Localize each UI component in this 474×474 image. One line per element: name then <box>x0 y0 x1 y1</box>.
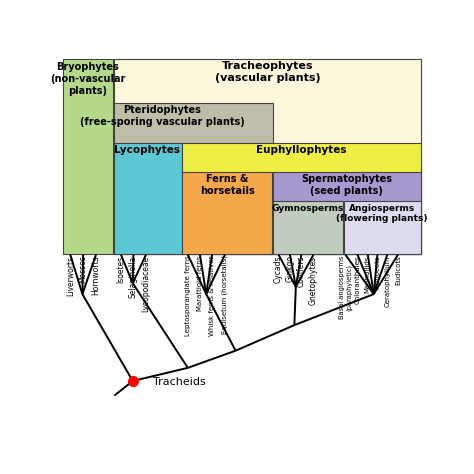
Text: Lycophytes: Lycophytes <box>114 145 181 155</box>
Text: Conifers: Conifers <box>297 255 306 287</box>
Text: Gymnosperms: Gymnosperms <box>272 204 344 213</box>
Text: Selaginella: Selaginella <box>129 255 138 298</box>
Text: Tracheids: Tracheids <box>153 377 206 387</box>
Text: Bryophytes
(non-vascular
plants): Bryophytes (non-vascular plants) <box>50 63 126 96</box>
Text: Ferns &
horsetails: Ferns & horsetails <box>200 174 255 196</box>
Text: Mosses: Mosses <box>79 255 88 283</box>
Text: Spermatophytes
(seed plants): Spermatophytes (seed plants) <box>301 174 392 196</box>
Text: Tracheophytes
(vascular plants): Tracheophytes (vascular plants) <box>215 61 321 83</box>
Text: Euphyllophytes: Euphyllophytes <box>256 145 347 155</box>
Bar <box>63 59 112 254</box>
Text: Cycads: Cycads <box>274 255 283 283</box>
Text: Equisetum (horsetails): Equisetum (horsetails) <box>222 255 228 335</box>
Text: Magnoliids: Magnoliids <box>365 255 371 293</box>
Text: Pteridophytes
(free-sporing vascular plants): Pteridophytes (free-sporing vascular pla… <box>80 105 245 127</box>
Text: Ginkgo: Ginkgo <box>285 255 294 283</box>
Bar <box>182 143 421 254</box>
Text: Gnetophytes: Gnetophytes <box>309 255 318 305</box>
Bar <box>114 102 273 254</box>
Text: Basal angiosperms
(paraphyletic): Basal angiosperms (paraphyletic) <box>338 255 352 319</box>
Text: Lycopodiaceae: Lycopodiaceae <box>141 255 150 312</box>
Text: Whisk ferns & relatives: Whisk ferns & relatives <box>209 255 215 337</box>
Bar <box>114 59 421 254</box>
Bar <box>114 143 182 254</box>
Bar <box>344 201 421 254</box>
Text: Marattioid ferns: Marattioid ferns <box>197 255 203 311</box>
Text: Leptosporangiate ferns: Leptosporangiate ferns <box>185 255 191 336</box>
Text: Chloranthales: Chloranthales <box>355 255 361 304</box>
Bar <box>182 172 272 254</box>
Text: Angiosperms
(flowering plants): Angiosperms (flowering plants) <box>337 204 428 223</box>
Text: Eudicots: Eudicots <box>395 255 401 285</box>
Text: Ceratophyllum: Ceratophyllum <box>384 255 390 307</box>
Text: Liverworts: Liverworts <box>66 255 75 296</box>
Text: Monocots: Monocots <box>374 255 380 289</box>
Bar <box>273 201 343 254</box>
Text: Isoetes: Isoetes <box>117 255 126 283</box>
Text: Hornworts: Hornworts <box>91 255 100 295</box>
Bar <box>273 172 421 254</box>
